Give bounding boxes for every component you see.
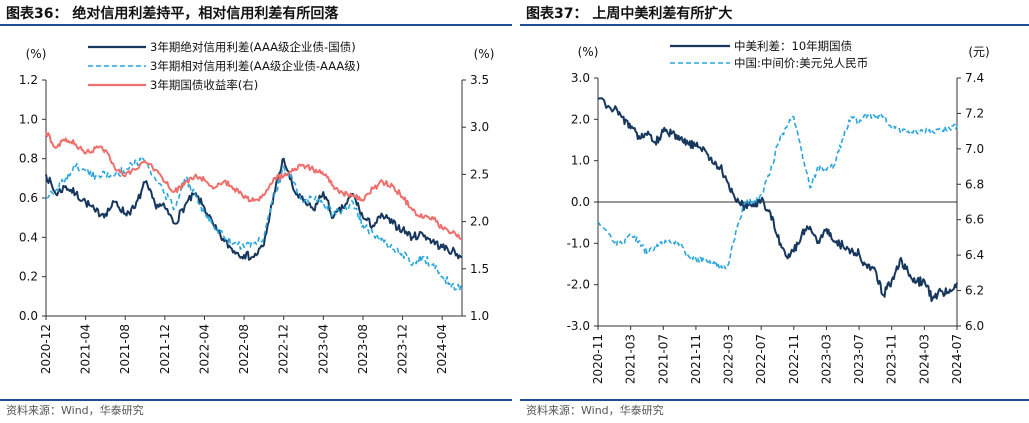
x-tick-label: 2021-11: [689, 334, 703, 384]
series-line-3: [45, 131, 463, 240]
y-left-tick-label: 1.2: [19, 73, 38, 87]
y-right-tick-label: 7.2: [965, 106, 984, 120]
y-right-tick-label: 6.2: [965, 284, 984, 298]
y-right-tick-label: 6.6: [965, 213, 984, 227]
x-tick-label: 2023-03: [819, 334, 833, 384]
x-tick-label: 2022-07: [754, 334, 768, 384]
y-left-tick-label: 0.0: [571, 195, 590, 209]
x-tick-label: 2020-12: [39, 324, 53, 374]
y-left-tick-label: 0.4: [19, 230, 38, 244]
chart-title: 图表36： 绝对信用利差持平，相对信用利差有所回落: [6, 6, 339, 22]
x-tick-label: 2021-12: [158, 324, 172, 374]
x-tick-label: 2023-07: [852, 334, 866, 384]
y-left-tick-label: 0.8: [19, 152, 38, 166]
x-tick-label: 2021-03: [624, 334, 638, 384]
x-tick-label: 2023-08: [356, 324, 370, 374]
series-line-2: [45, 157, 463, 292]
y-left-tick-label: 1.0: [571, 154, 590, 168]
source-rule: [520, 399, 1029, 401]
y-left-tick-label: 0.6: [19, 191, 38, 205]
y-left-tick-label: 1.0: [19, 112, 38, 126]
legend-label-2: 3年期相对信用利差(AA级企业债-AAA级): [150, 59, 360, 73]
y-left-tick-label: 0.0: [19, 309, 38, 323]
chart-panel-36: 图表36： 绝对信用利差持平，相对信用利差有所回落 (%) (%) 0.0 0.2 0.…: [0, 0, 512, 423]
x-tick-label: 2020-11: [591, 334, 605, 384]
y-left-tick-label: -2.0: [567, 278, 590, 292]
source-note: 资料来源：Wind，华泰研究: [6, 404, 144, 417]
source-note: 资料来源：Wind，华泰研究: [526, 404, 664, 417]
y-left-tick-label: 2.0: [571, 112, 590, 126]
y-right-tick-label: 6.0: [965, 319, 984, 333]
chart-title: 图表37： 上周中美利差有所扩大: [526, 6, 733, 22]
x-tick-label: 2023-11: [885, 334, 899, 384]
y-left-tick-label: 3.0: [571, 71, 590, 85]
y-right-unit: (%): [474, 47, 495, 61]
y-left-unit: (%): [26, 47, 47, 61]
y-right-tick-label: 6.4: [965, 248, 984, 262]
x-tick-label: 2023-12: [396, 324, 410, 374]
legend-label-2: 中国:中间价:美元兑人民币: [734, 56, 868, 70]
y-right-tick-label: 7.4: [965, 71, 984, 85]
legend-label-1: 中美利差：10年期国债: [734, 39, 852, 53]
y-left-tick-label: 0.2: [19, 270, 38, 284]
chart-36-svg: (%) (%) 0.0 0.2 0.4 0.6 0.8 1.0 1.2 1.0 1.5 2.0 2.5 3…: [19, 40, 495, 374]
x-tick-label: 2022-03: [722, 334, 736, 384]
chart-panel-37: 图表37： 上周中美利差有所扩大 (%) (元) -3.0 -2.0 -1.0 0.0 1.…: [520, 0, 1029, 423]
series-line-1: [45, 157, 463, 261]
chart-37-svg: (%) (元) -3.0 -2.0 -1.0 0.0 1.0 2.0 3.0 6.0 6.2 6.4 6…: [567, 39, 990, 384]
x-tick-label: 2021-08: [118, 324, 132, 374]
source-rule: [0, 399, 512, 401]
y-right-tick-label: 7.0: [965, 142, 984, 156]
x-tick-label: 2021-07: [656, 334, 670, 384]
title-rule: [520, 24, 1029, 26]
x-tick-label: 2022-11: [787, 334, 801, 384]
y-right-tick-label: 1.5: [470, 262, 489, 276]
y-left-unit: (%): [578, 45, 599, 59]
x-tick-label: 2024-07: [950, 334, 964, 384]
title-rule: [0, 24, 512, 26]
x-tick-label: 2021-04: [79, 324, 93, 374]
x-tick-label: 2024-04: [435, 324, 449, 374]
y-right-tick-label: 3.5: [470, 73, 489, 87]
y-right-unit: (元): [968, 45, 989, 59]
y-right-tick-label: 2.0: [470, 215, 489, 229]
y-right-tick-label: 1.0: [470, 309, 489, 323]
y-right-tick-label: 6.8: [965, 177, 984, 191]
x-tick-label: 2023-04: [316, 324, 330, 374]
y-left-tick-label: -1.0: [567, 236, 590, 250]
legend-label-3: 3年期国债收益率(右): [150, 78, 258, 92]
x-tick-label: 2022-04: [197, 324, 211, 374]
x-tick-label: 2024-03: [917, 334, 931, 384]
x-tick-label: 2022-08: [237, 324, 251, 374]
y-left-tick-label: -3.0: [567, 319, 590, 333]
y-right-tick-label: 2.5: [470, 167, 489, 181]
y-right-tick-label: 3.0: [470, 120, 489, 134]
x-tick-label: 2022-12: [277, 324, 291, 374]
series-line-1: [597, 97, 958, 303]
series-line-2: [597, 112, 958, 271]
legend-label-1: 3年期绝对信用利差(AAA级企业债-国债): [150, 40, 356, 54]
